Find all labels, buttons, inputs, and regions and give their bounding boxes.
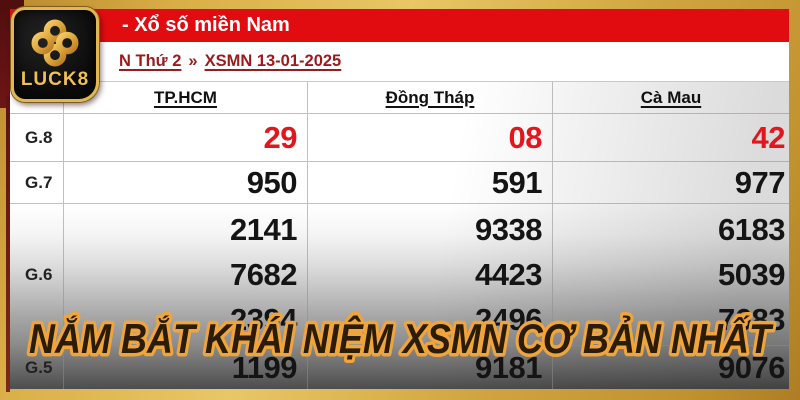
result-number: 7682	[230, 257, 297, 293]
row-label-g7: G.7	[10, 161, 63, 203]
breadcrumb-link-weekday[interactable]: N Thứ 2	[119, 52, 182, 70]
row-label-g8: G.8	[10, 113, 63, 161]
result-g6-dongthap: 9338 4423 2496	[307, 203, 552, 345]
column-header-tphcm[interactable]: TP.HCM	[63, 82, 307, 113]
result-number: 2394	[230, 302, 297, 338]
result-number: 6183	[718, 212, 785, 247]
result-number: 4423	[475, 257, 542, 293]
result-g7-camau: 977	[552, 161, 789, 203]
breadcrumb: N Thứ 2 » XSMN 13-01-2025	[10, 42, 789, 81]
result-number: 5039	[718, 257, 785, 293]
results-table: TP.HCM Đồng Tháp Cà Mau G.8 29 08 42 G.7…	[10, 81, 789, 389]
result-g5-dongthap: 9181	[307, 345, 552, 389]
breadcrumb-separator: »	[188, 52, 198, 70]
result-g7-dongthap: 591	[307, 161, 552, 203]
result-number: 2141	[230, 212, 297, 247]
row-label-g6: G.6	[10, 203, 63, 345]
luck8-logo[interactable]: LUCK8	[11, 7, 99, 102]
breadcrumb-link-date[interactable]: XSMN 13-01-2025	[204, 52, 342, 70]
clover-knot-icon	[31, 19, 79, 67]
result-g8-camau: 42	[552, 113, 789, 161]
page-title: - Xổ số miền Nam	[10, 9, 789, 42]
page-panel: - Xổ số miền Nam N Thứ 2 » XSMN 13-01-20…	[10, 9, 789, 389]
result-g6-camau: 6183 5039 7683	[552, 203, 789, 345]
result-number: 2496	[475, 302, 542, 338]
luck8-logo-text: LUCK8	[20, 69, 90, 90]
column-header-camau[interactable]: Cà Mau	[552, 82, 789, 113]
result-g6-tphcm: 2141 7682 2394	[63, 203, 307, 345]
result-number: 9338	[475, 212, 542, 247]
page-title-text: - Xổ số miền Nam	[122, 14, 290, 36]
result-g8-tphcm: 29	[63, 113, 307, 161]
result-g8-dongthap: 08	[307, 113, 552, 161]
row-label-g5: G.5	[10, 345, 63, 389]
result-g7-tphcm: 950	[63, 161, 307, 203]
result-g5-camau: 9076	[552, 345, 789, 389]
column-header-dongthap[interactable]: Đồng Tháp	[307, 82, 552, 113]
result-number: 7683	[718, 302, 785, 338]
frame-left-accent	[6, 96, 10, 392]
result-g5-tphcm: 1199	[63, 345, 307, 389]
